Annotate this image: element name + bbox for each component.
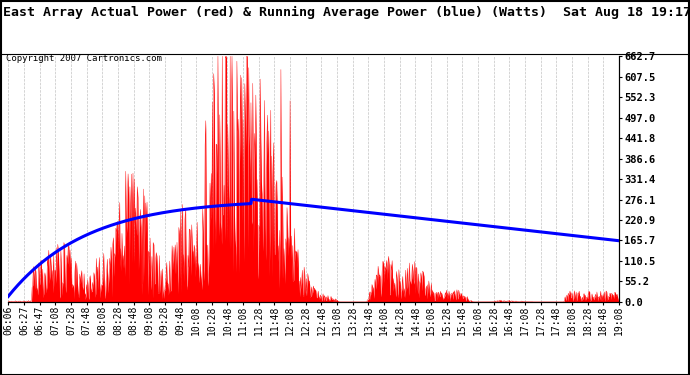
Text: East Array Actual Power (red) & Running Average Power (blue) (Watts)  Sat Aug 18: East Array Actual Power (red) & Running … — [3, 6, 690, 19]
Text: Copyright 2007 Cartronics.com: Copyright 2007 Cartronics.com — [6, 54, 161, 63]
